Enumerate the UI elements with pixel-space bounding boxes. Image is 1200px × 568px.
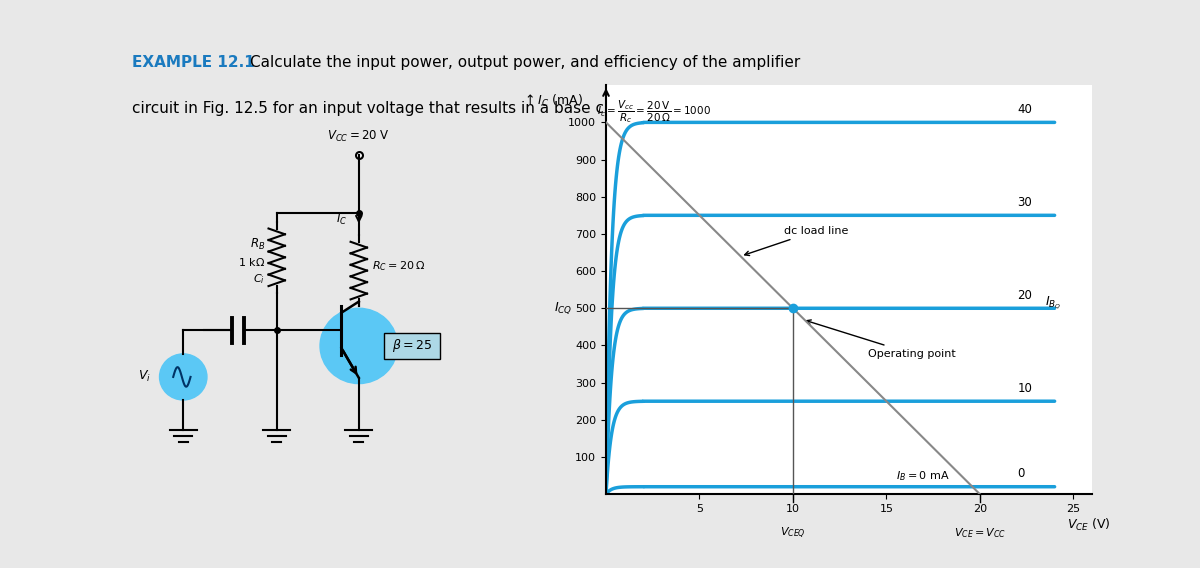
Text: 10: 10 [1018, 382, 1032, 395]
Text: $I_c = \dfrac{V_{cc}}{R_c} = \dfrac{20\,\mathrm{V}}{20\,\Omega} = 1000$: $I_c = \dfrac{V_{cc}}{R_c} = \dfrac{20\,… [596, 98, 710, 125]
Text: Calculate the input power, output power, and efficiency of the amplifier: Calculate the input power, output power,… [251, 55, 800, 70]
FancyBboxPatch shape [384, 333, 440, 359]
Circle shape [160, 354, 206, 400]
Text: EXAMPLE 12.1: EXAMPLE 12.1 [132, 55, 254, 70]
Text: 30: 30 [1018, 195, 1032, 208]
Text: $\uparrow I_C$ (mA): $\uparrow I_C$ (mA) [522, 93, 583, 108]
Text: 1 k$\Omega$: 1 k$\Omega$ [239, 256, 265, 268]
Text: 40: 40 [1018, 103, 1032, 116]
Text: $I_{CQ}$: $I_{CQ}$ [554, 300, 572, 316]
Text: $C_i$: $C_i$ [253, 273, 265, 286]
Circle shape [320, 308, 397, 383]
Text: 0: 0 [1018, 467, 1025, 480]
Text: $V_{CE} = V_{CC}$: $V_{CE} = V_{CC}$ [954, 526, 1006, 540]
Text: $\beta = 25$: $\beta = 25$ [392, 337, 432, 354]
Text: $V_{CE}$ (V): $V_{CE}$ (V) [1067, 516, 1111, 533]
Text: $R_C = 20\,\Omega$: $R_C = 20\,\Omega$ [372, 259, 426, 273]
Text: $I_B = 0$ mA: $I_B = 0$ mA [895, 469, 949, 483]
Text: dc load line: dc load line [745, 226, 848, 256]
Text: circuit in Fig. 12.5 for an input voltage that results in a base current of 10 m: circuit in Fig. 12.5 for an input voltag… [132, 101, 772, 116]
Text: $V_i$: $V_i$ [138, 369, 151, 385]
Text: $I_{B_Q}$: $I_{B_Q}$ [1045, 294, 1062, 311]
Text: $V_{CEQ}$: $V_{CEQ}$ [780, 526, 806, 541]
Text: 20: 20 [1018, 289, 1032, 302]
Text: $V_{CC} = 20$ V: $V_{CC} = 20$ V [328, 130, 390, 144]
Text: $R_B$: $R_B$ [250, 236, 265, 252]
Text: Operating point: Operating point [806, 320, 955, 358]
Text: $I_C$: $I_C$ [336, 212, 348, 227]
